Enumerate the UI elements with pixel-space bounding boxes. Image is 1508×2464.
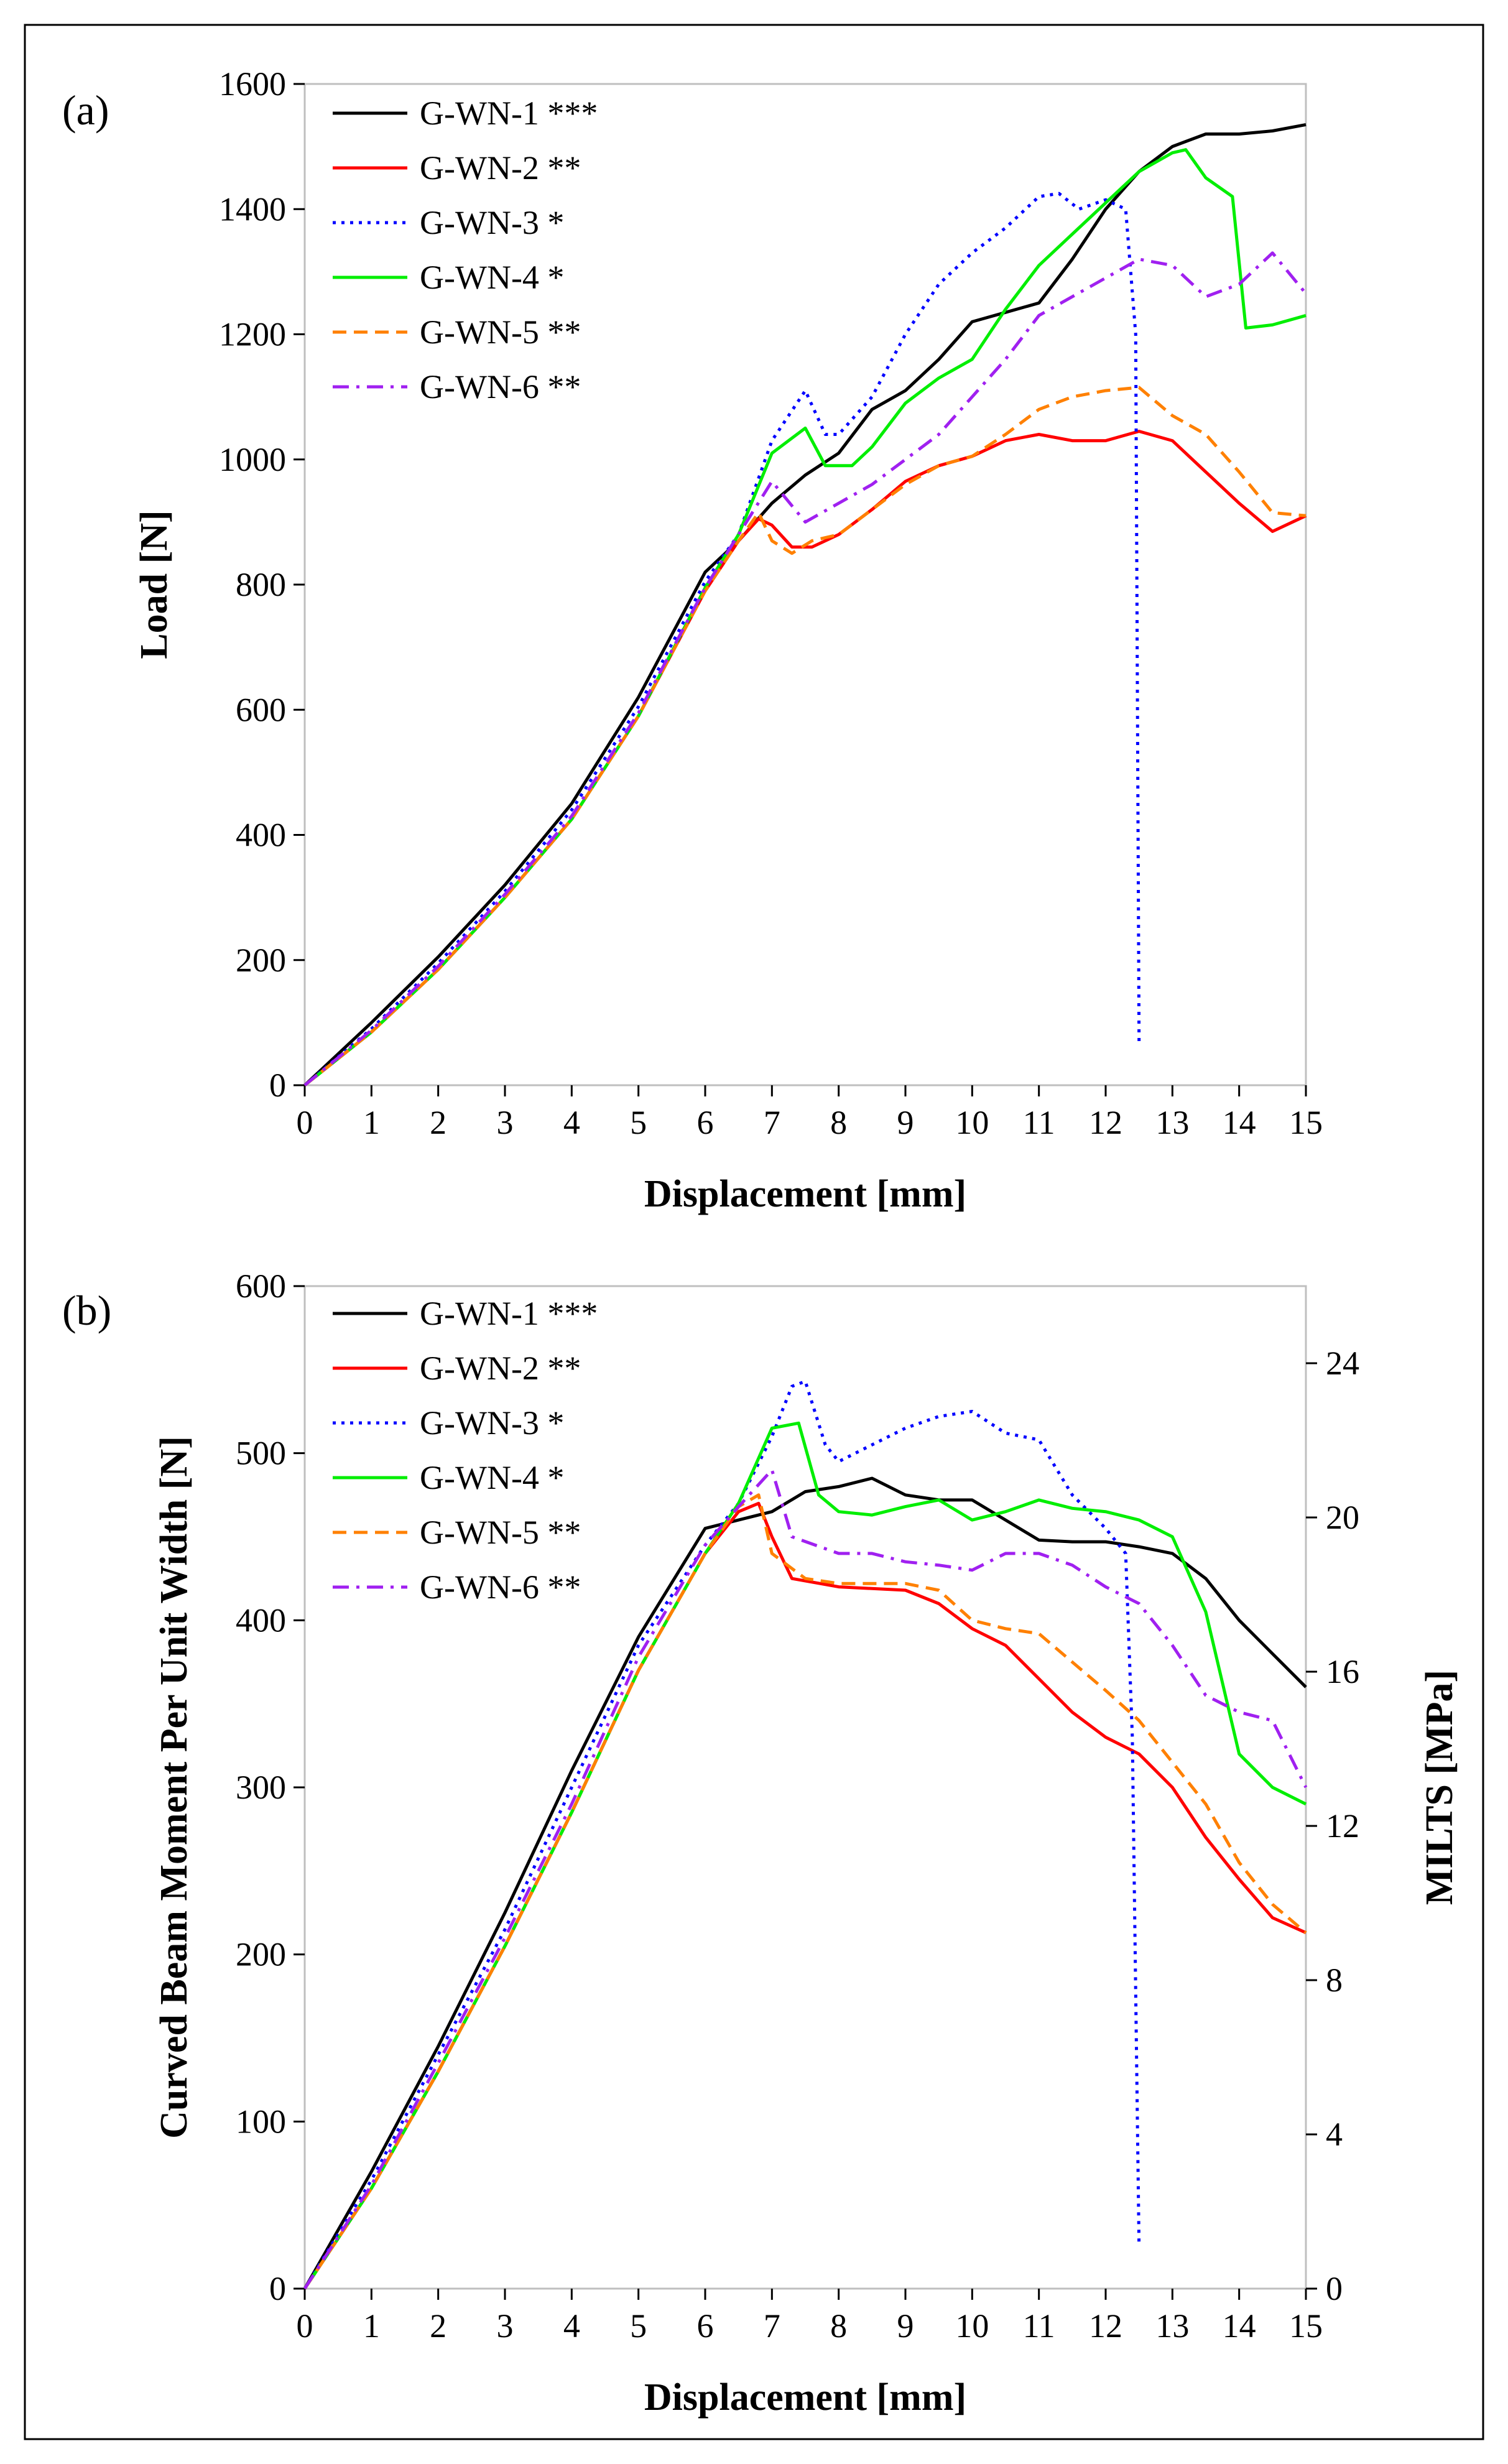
panel-b-series (303, 1379, 1308, 2290)
panel-b-y2-ticks: 0 4 8 12 16 20 24 (1306, 1345, 1359, 2307)
y2-tick-label: 20 (1326, 1499, 1359, 1536)
x-tick-label: 1 (363, 1104, 380, 1141)
x-tick-label: 13 (1155, 2307, 1189, 2345)
x-tick-label: 3 (497, 2307, 514, 2345)
legend-label: G-WN-3 * (420, 1404, 564, 1442)
y-tick-label: 1200 (219, 316, 286, 353)
y2-tick-label: 8 (1326, 1961, 1343, 1999)
panel-b-x-axis-title: Displacement [mm] (644, 2376, 966, 2419)
x-tick-label: 1 (363, 2307, 380, 2345)
legend-label: G-WN-6 ** (420, 368, 581, 405)
y-tick-label: 400 (236, 817, 286, 854)
y-tick-label: 600 (236, 1267, 286, 1305)
series-line (303, 386, 1307, 1086)
x-tick-label: 8 (830, 2307, 847, 2345)
y2-tick-label: 16 (1326, 1653, 1359, 1690)
panel-b: 0 1 2 3 4 5 6 7 8 9 10 11 12 13 14 15 01002003004005006… (62, 1267, 1461, 2419)
x-tick-label: 4 (563, 1104, 580, 1141)
legend-label: G-WN-2 ** (420, 149, 581, 187)
x-tick-label: 14 (1223, 2307, 1256, 2345)
y-tick-label: 0 (269, 1067, 286, 1104)
legend-label: G-WN-2 ** (420, 1350, 581, 1387)
y-tick-label: 1600 (219, 65, 286, 103)
series-line (303, 148, 1307, 1086)
figure-border (24, 24, 1484, 2440)
panel-a-x-ticks: 0 1 2 3 4 5 6 7 8 9 10 11 12 13 14 15 (297, 1085, 1323, 1141)
y2-tick-label: 12 (1326, 1807, 1359, 1845)
panel-a-y-axis-title: Load [N] (133, 510, 175, 659)
y2-tick-label: 0 (1326, 2270, 1343, 2307)
y-tick-label: 200 (236, 942, 286, 979)
legend-label: G-WN-5 ** (420, 313, 581, 351)
panel-a-y-ticks: 0 200 400 600 800 1000 1200 1400 1600 (219, 65, 305, 1104)
panel-b-x-ticks: 0 1 2 3 4 5 6 7 8 9 10 11 12 13 14 15 (297, 2289, 1323, 2345)
x-tick-label: 10 (955, 2307, 989, 2345)
x-tick-label: 7 (764, 1104, 780, 1141)
series-line (303, 192, 1141, 1086)
x-tick-label: 8 (830, 1104, 847, 1141)
x-tick-label: 11 (1023, 2307, 1055, 2345)
panel-b-label: (b) (62, 1287, 111, 1334)
panel-a-x-axis-title: Displacement [mm] (644, 1173, 966, 1215)
x-tick-label: 0 (297, 1104, 313, 1141)
series-line (303, 1476, 1307, 2290)
series-line (303, 1468, 1308, 2290)
panel-a: 0 1 2 3 4 5 6 7 8 9 10 11 12 13 14 15 02004006008001000… (62, 65, 1323, 1215)
x-tick-label: 2 (430, 2307, 446, 2345)
panel-a-legend: G-WN-1 *** G-WN-2 ** G-WN-3 * G-WN-4 * G-WN-… (333, 95, 598, 405)
x-tick-label: 3 (497, 1104, 514, 1141)
x-tick-label: 0 (297, 2307, 313, 2345)
x-tick-label: 6 (697, 1104, 714, 1141)
x-tick-label: 13 (1155, 1104, 1189, 1141)
panel-a-series (303, 123, 1307, 1086)
y-tick-label: 500 (236, 1435, 286, 1472)
x-tick-label: 14 (1223, 1104, 1256, 1141)
x-tick-label: 10 (955, 1104, 989, 1141)
y-tick-label: 200 (236, 1936, 286, 1973)
legend-label: G-WN-4 * (420, 259, 564, 296)
x-tick-label: 12 (1089, 2307, 1122, 2345)
y-tick-label: 800 (236, 566, 286, 603)
y2-tick-label: 24 (1326, 1345, 1359, 1382)
x-tick-label: 4 (563, 2307, 580, 2345)
series-line (303, 123, 1307, 1086)
y-tick-label: 1000 (219, 441, 286, 478)
legend-label: G-WN-3 * (420, 204, 564, 241)
y2-tick-label: 4 (1326, 2116, 1343, 2153)
x-tick-label: 15 (1289, 2307, 1323, 2345)
y-tick-label: 0 (269, 2270, 286, 2307)
legend-label: G-WN-6 ** (420, 1568, 581, 1606)
panel-b-y2-axis-title: MILTS [MPa] (1418, 1670, 1461, 1905)
series-line (303, 251, 1307, 1086)
y-tick-label: 400 (236, 1601, 286, 1639)
x-tick-label: 11 (1023, 1104, 1055, 1141)
x-tick-label: 12 (1089, 1104, 1122, 1141)
legend-label: G-WN-4 * (420, 1459, 564, 1496)
panel-b-legend: G-WN-1 *** G-WN-2 ** G-WN-3 * G-WN-4 * G-WN-… (333, 1295, 598, 1606)
x-tick-label: 5 (630, 2307, 647, 2345)
panel-b-y-ticks: 0 100 200 300 400 500 600 (236, 1267, 305, 2307)
legend-label: G-WN-1 *** (420, 95, 598, 132)
x-tick-label: 6 (697, 2307, 714, 2345)
x-tick-label: 15 (1289, 1104, 1323, 1141)
panel-b-y-axis-title: Curved Beam Moment Per Unit Width [N] (153, 1436, 195, 2139)
series-line (303, 1493, 1307, 2290)
y-tick-label: 600 (236, 691, 286, 728)
x-tick-label: 9 (897, 1104, 914, 1141)
y-tick-label: 100 (236, 2103, 286, 2140)
series-line (303, 1379, 1141, 2290)
x-tick-label: 2 (430, 1104, 446, 1141)
x-tick-label: 5 (630, 1104, 647, 1141)
x-tick-label: 7 (764, 2307, 780, 2345)
legend-label: G-WN-1 *** (420, 1295, 598, 1332)
y-tick-label: 300 (236, 1769, 286, 1806)
legend-label: G-WN-5 ** (420, 1514, 581, 1551)
y-tick-label: 1400 (219, 190, 286, 228)
panel-a-label: (a) (62, 86, 109, 134)
x-tick-label: 9 (897, 2307, 914, 2345)
